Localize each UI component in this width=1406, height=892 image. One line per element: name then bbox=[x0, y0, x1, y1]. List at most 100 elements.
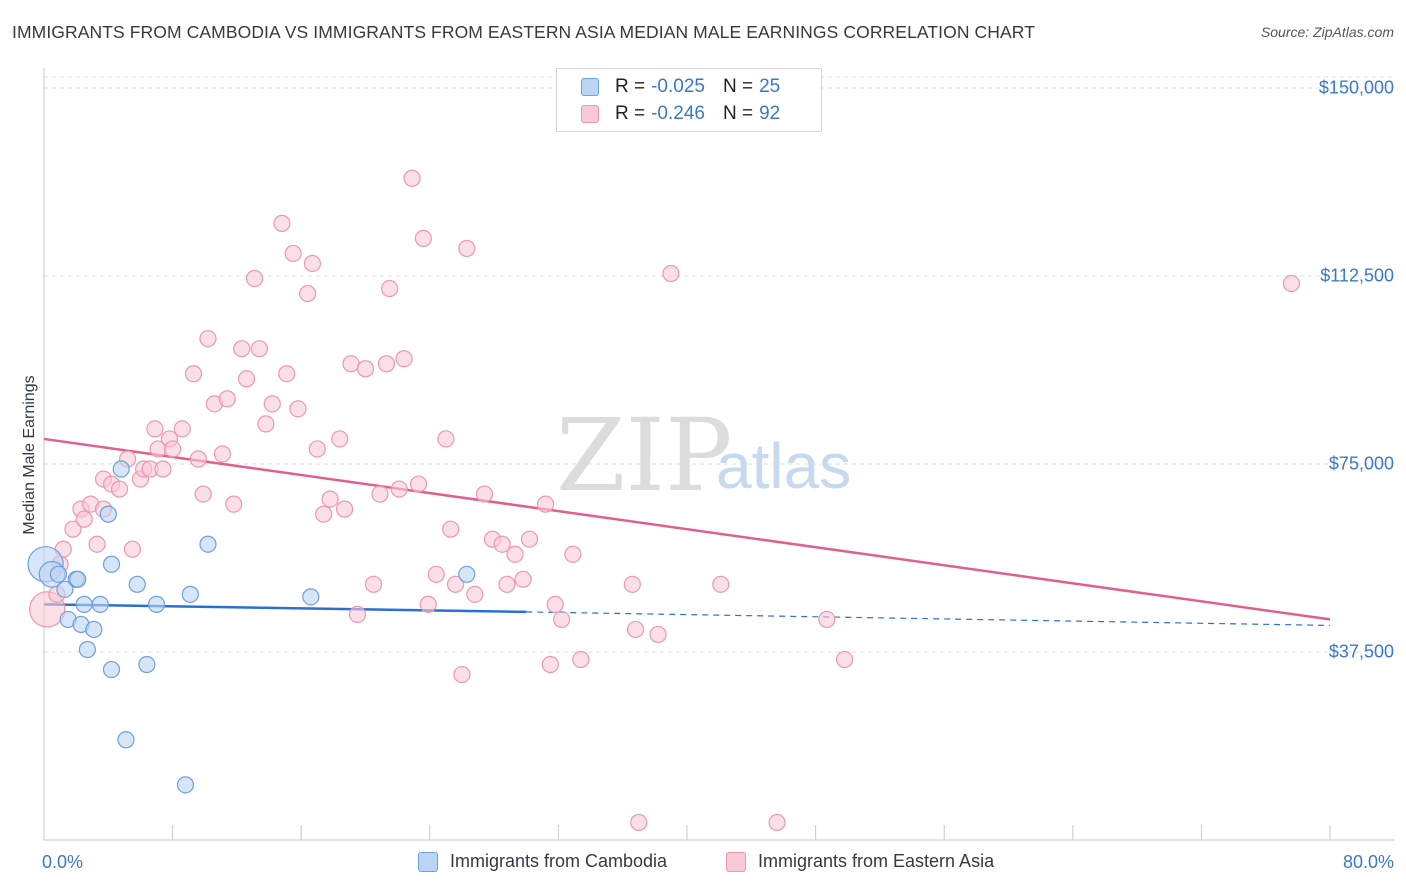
point-eastern-asia bbox=[189, 450, 207, 468]
point-eastern-asia bbox=[541, 655, 559, 674]
legend-r-value: -0.246 bbox=[651, 103, 705, 124]
gridlines bbox=[44, 76, 1395, 653]
point-eastern-asia bbox=[289, 400, 307, 418]
point-eastern-asia bbox=[630, 813, 648, 832]
point-eastern-asia bbox=[403, 169, 421, 187]
point-eastern-asia bbox=[218, 390, 236, 408]
trend-line-cambodia bbox=[43, 603, 527, 614]
legend-n-label: N = bbox=[722, 103, 754, 124]
point-cambodia bbox=[102, 555, 121, 573]
point-eastern-asia bbox=[409, 475, 428, 493]
point-cambodia bbox=[199, 535, 217, 553]
legend-row-cambodia: R = -0.025 N = 25 bbox=[581, 73, 780, 101]
point-eastern-asia bbox=[458, 239, 476, 258]
point-cambodia bbox=[49, 565, 68, 583]
point-cambodia bbox=[302, 588, 320, 606]
trend-lines bbox=[43, 437, 1331, 627]
y-tick-label-37500: $37,500 bbox=[1328, 641, 1394, 662]
point-eastern-asia bbox=[506, 545, 524, 563]
series-legend-eastern-asia[interactable]: Immigrants from Eastern Asia bbox=[726, 851, 994, 872]
point-eastern-asia bbox=[446, 575, 465, 593]
point-cambodia bbox=[56, 580, 74, 598]
chart-title: IMMIGRANTS FROM CAMBODIA VS IMMIGRANTS F… bbox=[12, 22, 1035, 42]
point-eastern-asia bbox=[381, 279, 399, 298]
point-eastern-asia bbox=[520, 530, 539, 548]
legend-r-value: -0.025 bbox=[651, 76, 705, 97]
point-eastern-asia bbox=[154, 460, 172, 478]
legend-r-label: R = bbox=[615, 103, 646, 124]
point-cambodia bbox=[176, 776, 195, 794]
point-eastern-asia bbox=[414, 229, 432, 247]
point-eastern-asia bbox=[514, 570, 532, 588]
point-cambodia bbox=[138, 655, 156, 674]
point-eastern-asia bbox=[146, 420, 164, 438]
point-cambodia bbox=[85, 620, 103, 639]
point-eastern-asia bbox=[64, 520, 82, 538]
point-eastern-asia bbox=[225, 495, 243, 513]
trend-line-eastern-asia bbox=[43, 437, 1331, 621]
point-eastern-asia bbox=[453, 665, 471, 684]
point-cambodia bbox=[117, 731, 135, 749]
legend-r-label: R = bbox=[615, 76, 646, 97]
point-eastern-asia bbox=[364, 575, 383, 593]
point-eastern-asia bbox=[498, 575, 516, 593]
x-axis-min-label: 0.0% bbox=[42, 852, 84, 872]
point-cambodia bbox=[147, 595, 166, 613]
point-eastern-asia bbox=[110, 480, 129, 498]
data-points bbox=[27, 169, 1301, 832]
series-legend-cambodia[interactable]: Immigrants from Cambodia bbox=[418, 851, 667, 872]
point-eastern-asia bbox=[546, 595, 564, 613]
legend-n-value: 25 bbox=[759, 76, 781, 97]
point-eastern-asia bbox=[1282, 274, 1301, 293]
point-eastern-asia bbox=[623, 575, 641, 593]
point-eastern-asia bbox=[536, 495, 555, 513]
point-eastern-asia bbox=[278, 365, 296, 383]
point-eastern-asia bbox=[572, 650, 590, 669]
point-eastern-asia bbox=[371, 485, 389, 503]
point-eastern-asia bbox=[390, 480, 408, 498]
y-tick-label-112500: $112,500 bbox=[1320, 265, 1394, 286]
point-cambodia bbox=[181, 585, 199, 603]
point-cambodia bbox=[112, 460, 130, 478]
point-eastern-asia bbox=[245, 269, 264, 288]
series-label-eastern-asia: Immigrants from Eastern Asia bbox=[758, 851, 995, 871]
point-eastern-asia bbox=[299, 284, 317, 303]
correlation-legend: R = -0.025 N = 25 R = -0.246 N = 92 bbox=[556, 68, 822, 132]
series-swatch-cambodia bbox=[418, 851, 438, 872]
point-cambodia bbox=[458, 565, 476, 583]
point-eastern-asia bbox=[649, 625, 667, 644]
point-eastern-asia bbox=[194, 485, 212, 503]
point-eastern-asia bbox=[564, 545, 582, 563]
point-eastern-asia bbox=[377, 355, 395, 373]
point-eastern-asia bbox=[284, 244, 302, 263]
point-eastern-asia bbox=[273, 214, 291, 232]
point-eastern-asia bbox=[303, 254, 322, 273]
point-eastern-asia bbox=[315, 505, 333, 523]
point-eastern-asia bbox=[88, 535, 106, 553]
point-cambodia bbox=[91, 595, 109, 613]
y-tick-label-75000: $75,000 bbox=[1328, 453, 1394, 474]
legend-swatch-eastern-asia bbox=[581, 105, 599, 123]
point-eastern-asia bbox=[493, 535, 511, 553]
point-eastern-asia bbox=[184, 365, 203, 383]
point-eastern-asia bbox=[662, 264, 680, 283]
point-eastern-asia bbox=[818, 610, 836, 629]
point-eastern-asia bbox=[395, 350, 413, 368]
point-cambodia bbox=[75, 595, 93, 613]
legend-swatch-cambodia bbox=[581, 78, 599, 96]
series-legend: Immigrants from Cambodia Immigrants from… bbox=[0, 851, 1406, 877]
point-eastern-asia bbox=[356, 360, 375, 378]
point-eastern-asia bbox=[321, 490, 339, 508]
point-eastern-asia bbox=[308, 440, 326, 458]
trend-line-cambodia-extension bbox=[526, 611, 1331, 627]
point-eastern-asia bbox=[835, 650, 854, 669]
source-label: Source: ZipAtlas.com bbox=[1260, 24, 1394, 40]
point-eastern-asia bbox=[419, 595, 437, 613]
legend-n-label: N = bbox=[722, 76, 754, 97]
point-eastern-asia bbox=[427, 565, 445, 583]
point-cambodia bbox=[128, 575, 146, 593]
point-eastern-asia bbox=[123, 540, 142, 558]
point-eastern-asia bbox=[342, 355, 360, 373]
axes bbox=[43, 68, 1395, 841]
point-cambodia bbox=[78, 640, 97, 659]
